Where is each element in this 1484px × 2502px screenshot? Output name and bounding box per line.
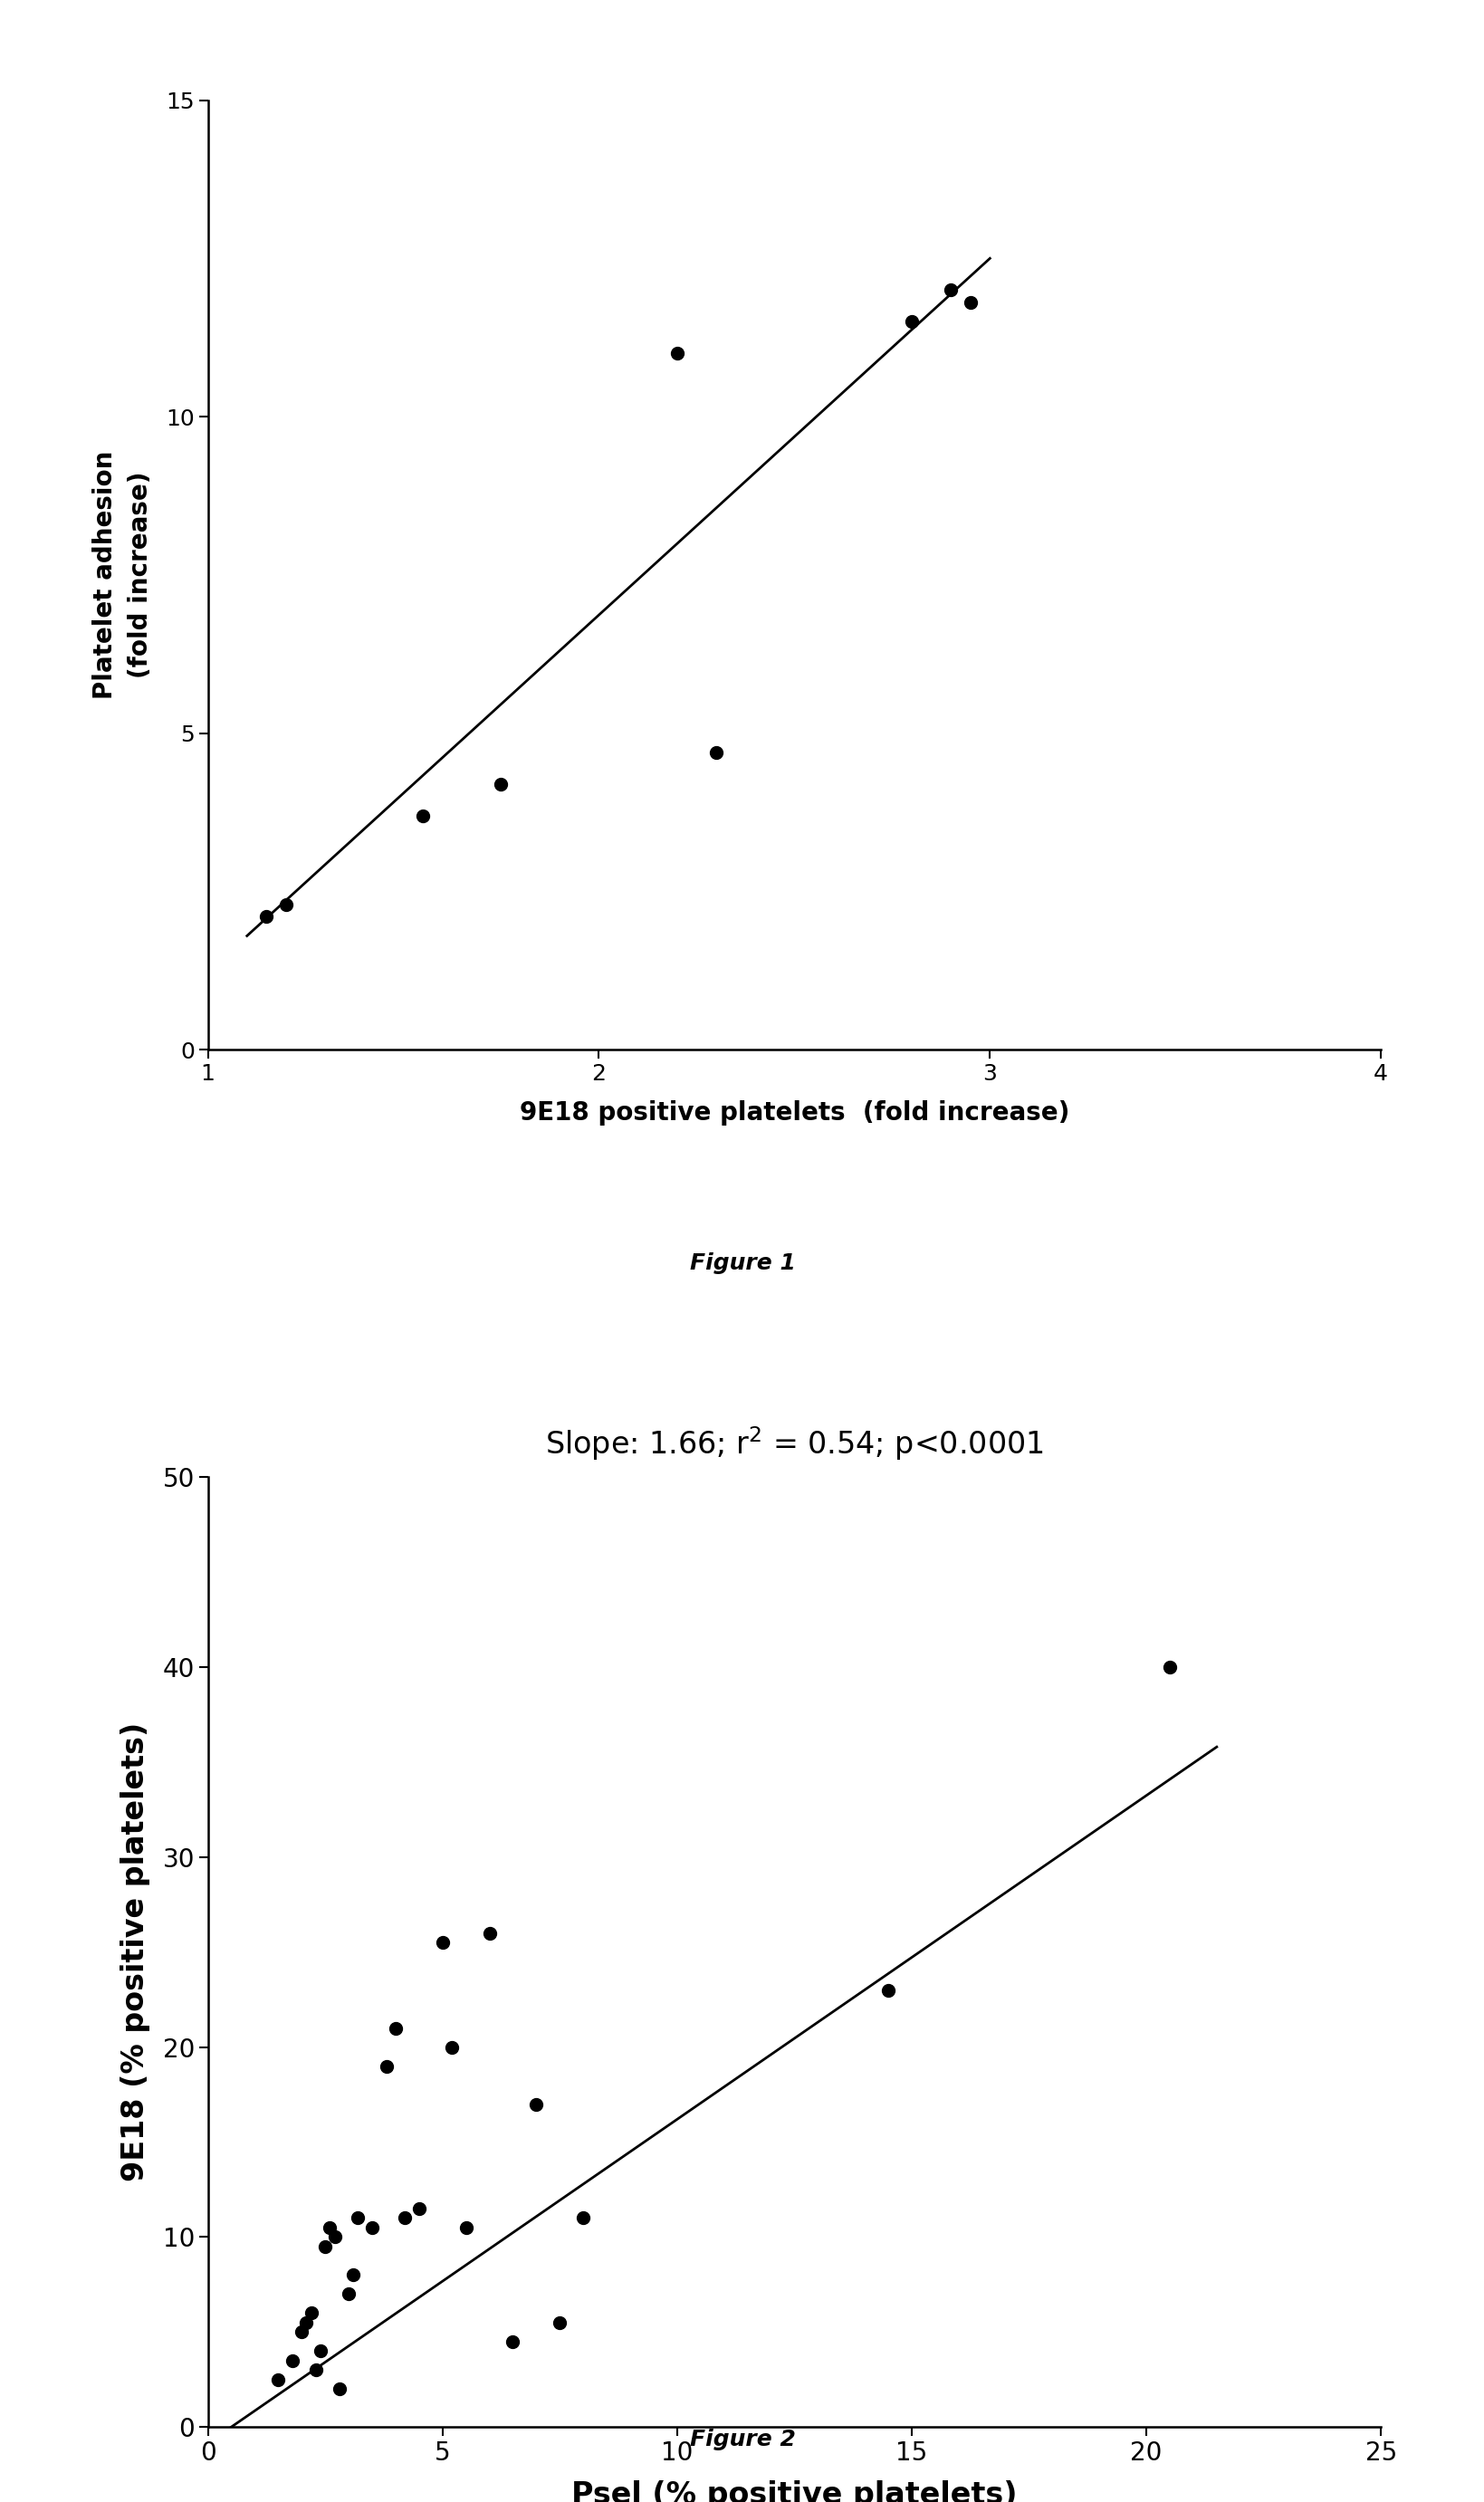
Point	[1158, 1646, 1181, 1686]
Point	[703, 733, 727, 773]
Point	[899, 303, 923, 343]
Point	[393, 2197, 417, 2237]
Point	[374, 2047, 398, 2087]
Y-axis label: Platelet adhesion
(fold increase): Platelet adhesion (fold increase)	[92, 450, 153, 698]
Point	[411, 796, 435, 836]
Point	[309, 2332, 332, 2372]
Point	[255, 896, 279, 936]
Point	[313, 2227, 337, 2267]
Point	[938, 270, 962, 310]
Point	[326, 2369, 350, 2409]
Point	[280, 2339, 304, 2379]
Point	[478, 1914, 502, 1954]
Point	[341, 2254, 365, 2294]
Point	[361, 2207, 384, 2247]
Point	[337, 2274, 361, 2314]
Point	[959, 283, 982, 323]
Point	[383, 2009, 407, 2049]
Point	[289, 2312, 313, 2352]
Title: Slope: 1.66; r$^2$ = 0.54; p<0.0001: Slope: 1.66; r$^2$ = 0.54; p<0.0001	[545, 1424, 1043, 1464]
Text: Figure 1: Figure 1	[689, 1254, 795, 1274]
Point	[266, 2359, 289, 2399]
Point	[304, 2349, 328, 2389]
X-axis label: 9E18 positive platelets  (fold increase): 9E18 positive platelets (fold increase)	[519, 1101, 1068, 1126]
Text: Figure 2: Figure 2	[689, 2429, 795, 2449]
Point	[322, 2217, 346, 2257]
Point	[346, 2197, 370, 2237]
Point	[571, 2197, 595, 2237]
Point	[454, 2207, 478, 2247]
Y-axis label: 9E18 (% positive platelets): 9E18 (% positive platelets)	[120, 1721, 150, 2182]
Point	[876, 1969, 899, 2009]
Point	[500, 2322, 524, 2362]
X-axis label: Psel (% positive platelets): Psel (% positive platelets)	[571, 2479, 1017, 2502]
Point	[318, 2207, 341, 2247]
Point	[275, 883, 298, 923]
Point	[439, 2027, 463, 2067]
Point	[665, 333, 689, 373]
Point	[524, 2084, 548, 2124]
Point	[430, 1922, 454, 1962]
Point	[294, 2302, 318, 2342]
Point	[488, 763, 513, 803]
Point	[407, 2189, 430, 2229]
Point	[548, 2302, 571, 2342]
Point	[300, 2292, 324, 2332]
